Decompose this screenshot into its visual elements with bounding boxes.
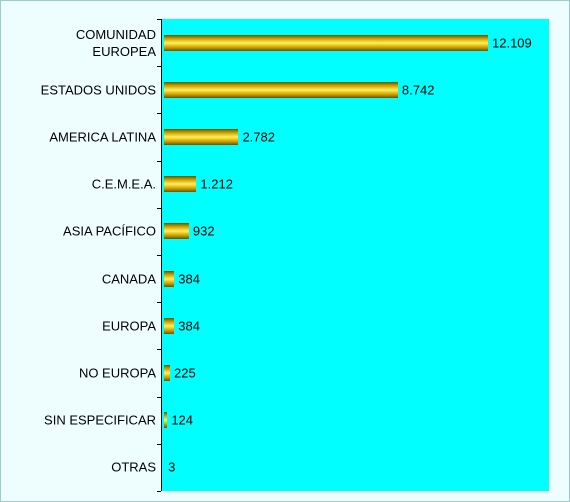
bar	[164, 34, 488, 51]
category-label: EUROPA	[102, 318, 156, 334]
axis-tick	[157, 66, 161, 68]
category-label: NO EUROPA	[78, 365, 156, 381]
value-label: 2.782	[242, 129, 275, 145]
bar	[164, 317, 175, 334]
category-label: CANADA	[101, 271, 156, 287]
value-label: 225	[174, 365, 196, 381]
axis-tick	[157, 396, 161, 398]
value-label: 12.109	[492, 35, 532, 51]
value-label: 384	[178, 271, 200, 287]
value-label: 932	[192, 223, 215, 239]
axis-tick	[157, 443, 161, 445]
category-label: COMUNIDAD EUROPEA	[75, 26, 156, 59]
y-axis	[161, 19, 162, 491]
bar	[164, 129, 239, 145]
value-label: 1.212	[200, 176, 233, 192]
category-label: OTRAS	[111, 459, 156, 475]
bar	[164, 176, 197, 193]
bar	[164, 223, 189, 240]
bar	[164, 412, 168, 429]
axis-tick	[157, 113, 161, 115]
value-label: 8.742	[401, 82, 435, 98]
axis-tick	[157, 491, 161, 492]
bar	[164, 270, 175, 287]
axis-tick	[157, 302, 161, 304]
category-label: SIN ESPECIFICAR	[44, 412, 156, 428]
category-label: ESTADOS UNIDOS	[40, 82, 156, 98]
axis-tick	[157, 255, 161, 256]
axis-tick	[157, 160, 161, 162]
axis-tick	[157, 349, 161, 351]
category-label: ASIA PACÍFICO	[63, 223, 156, 239]
value-label: 124	[171, 412, 194, 428]
axis-tick	[157, 19, 161, 20]
axis-tick	[157, 207, 161, 209]
value-label: 3	[168, 459, 176, 475]
value-label: 384	[178, 318, 200, 334]
bar	[164, 81, 398, 98]
category-label: AMERICA LATINA	[49, 129, 156, 145]
bar	[164, 365, 171, 381]
category-label: C.E.M.E.A.	[91, 176, 156, 192]
